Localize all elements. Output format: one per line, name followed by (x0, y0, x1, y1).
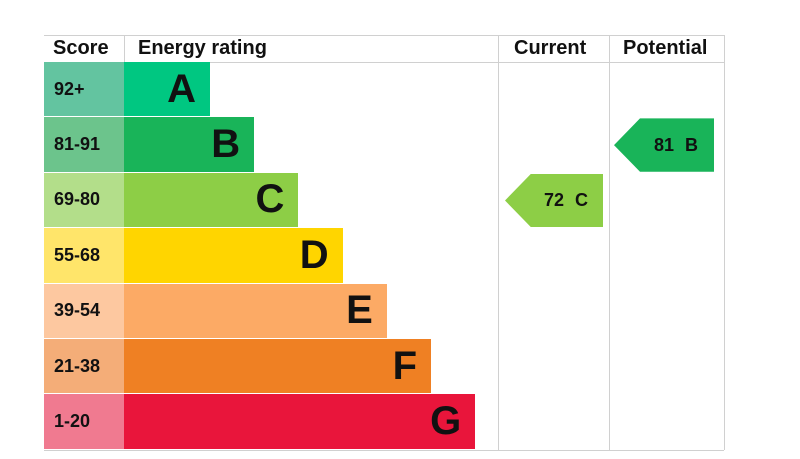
column-divider (124, 35, 125, 62)
potential-rating-arrow: 81 B (614, 118, 714, 172)
score-range-c: 69-80 (44, 172, 124, 228)
rating-bar-a: A (124, 62, 210, 117)
rating-bar-f: F (124, 339, 431, 394)
score-range-e: 39-54 (44, 283, 124, 338)
bottom-border (44, 450, 724, 451)
rating-bar-e: E (124, 283, 387, 338)
header-score: Score (53, 37, 109, 59)
column-divider (498, 35, 499, 450)
score-range-f: 21-38 (44, 339, 124, 394)
score-range-a: 92+ (44, 62, 124, 117)
column-divider (724, 35, 725, 450)
rating-bar-b: B (124, 117, 255, 172)
header-energy-rating: Energy rating (138, 37, 267, 59)
rating-bar-g: G (124, 394, 476, 449)
rating-bar-d: D (124, 228, 343, 283)
score-range-d: 55-68 (44, 228, 124, 283)
rating-bar-c: C (124, 172, 299, 228)
score-range-g: 1-20 (44, 394, 124, 449)
top-border (44, 35, 724, 36)
current-rating-arrow: 72 C (505, 173, 603, 228)
column-divider (609, 35, 610, 450)
score-range-b: 81-91 (44, 117, 124, 172)
header-potential: Potential (623, 37, 708, 59)
header-current: Current (514, 37, 587, 59)
header-divider (44, 62, 724, 63)
